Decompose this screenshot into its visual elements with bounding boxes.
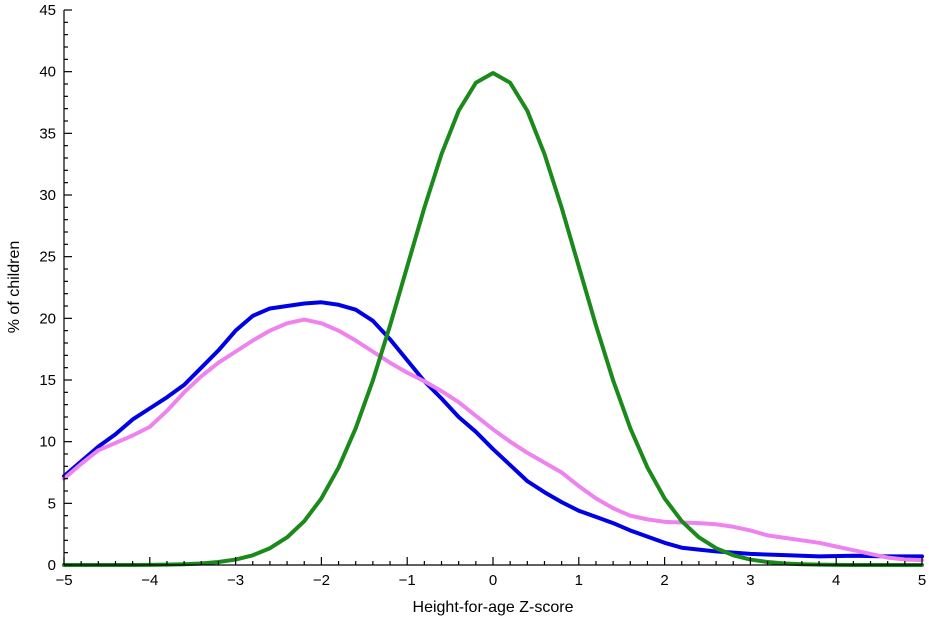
y-tick-label: 25: [39, 249, 56, 266]
x-tick-label: −1: [399, 572, 416, 589]
x-tick-label: −2: [313, 572, 330, 589]
y-tick-label: 45: [39, 2, 56, 19]
x-tick-label: −3: [227, 572, 244, 589]
x-tick-label: −5: [55, 572, 72, 589]
x-tick-label: 4: [832, 572, 840, 589]
y-tick-label: 0: [48, 557, 56, 574]
series-line-1: [62, 300, 924, 559]
y-axis-ticks: 0 5 10 15 20 25 30 35 40 45: [39, 2, 72, 574]
y-axis-title: % of children: [6, 241, 23, 334]
y-tick-label: 40: [39, 64, 56, 81]
x-tick-label: 0: [489, 572, 497, 589]
x-tick-label: 3: [746, 572, 754, 589]
x-axis-title: Height-for-age Z-score: [413, 599, 574, 616]
series-group: [62, 71, 924, 567]
y-tick-label: 10: [39, 434, 56, 451]
x-tick-label: −4: [141, 572, 158, 589]
y-tick-label: 35: [39, 125, 56, 142]
x-axis-ticks: −5 −4 −3 −2 −1 0 1 2 3 4 5: [55, 557, 926, 589]
x-tick-label: 5: [918, 572, 926, 589]
y-tick-label: 5: [48, 495, 56, 512]
y-tick-label: 20: [39, 310, 56, 327]
x-tick-label: 2: [660, 572, 668, 589]
y-tick-label: 30: [39, 187, 56, 204]
series-line-2: [62, 317, 924, 563]
x-tick-label: 1: [575, 572, 583, 589]
y-tick-label: 15: [39, 372, 56, 389]
series-line-3: [62, 71, 924, 567]
